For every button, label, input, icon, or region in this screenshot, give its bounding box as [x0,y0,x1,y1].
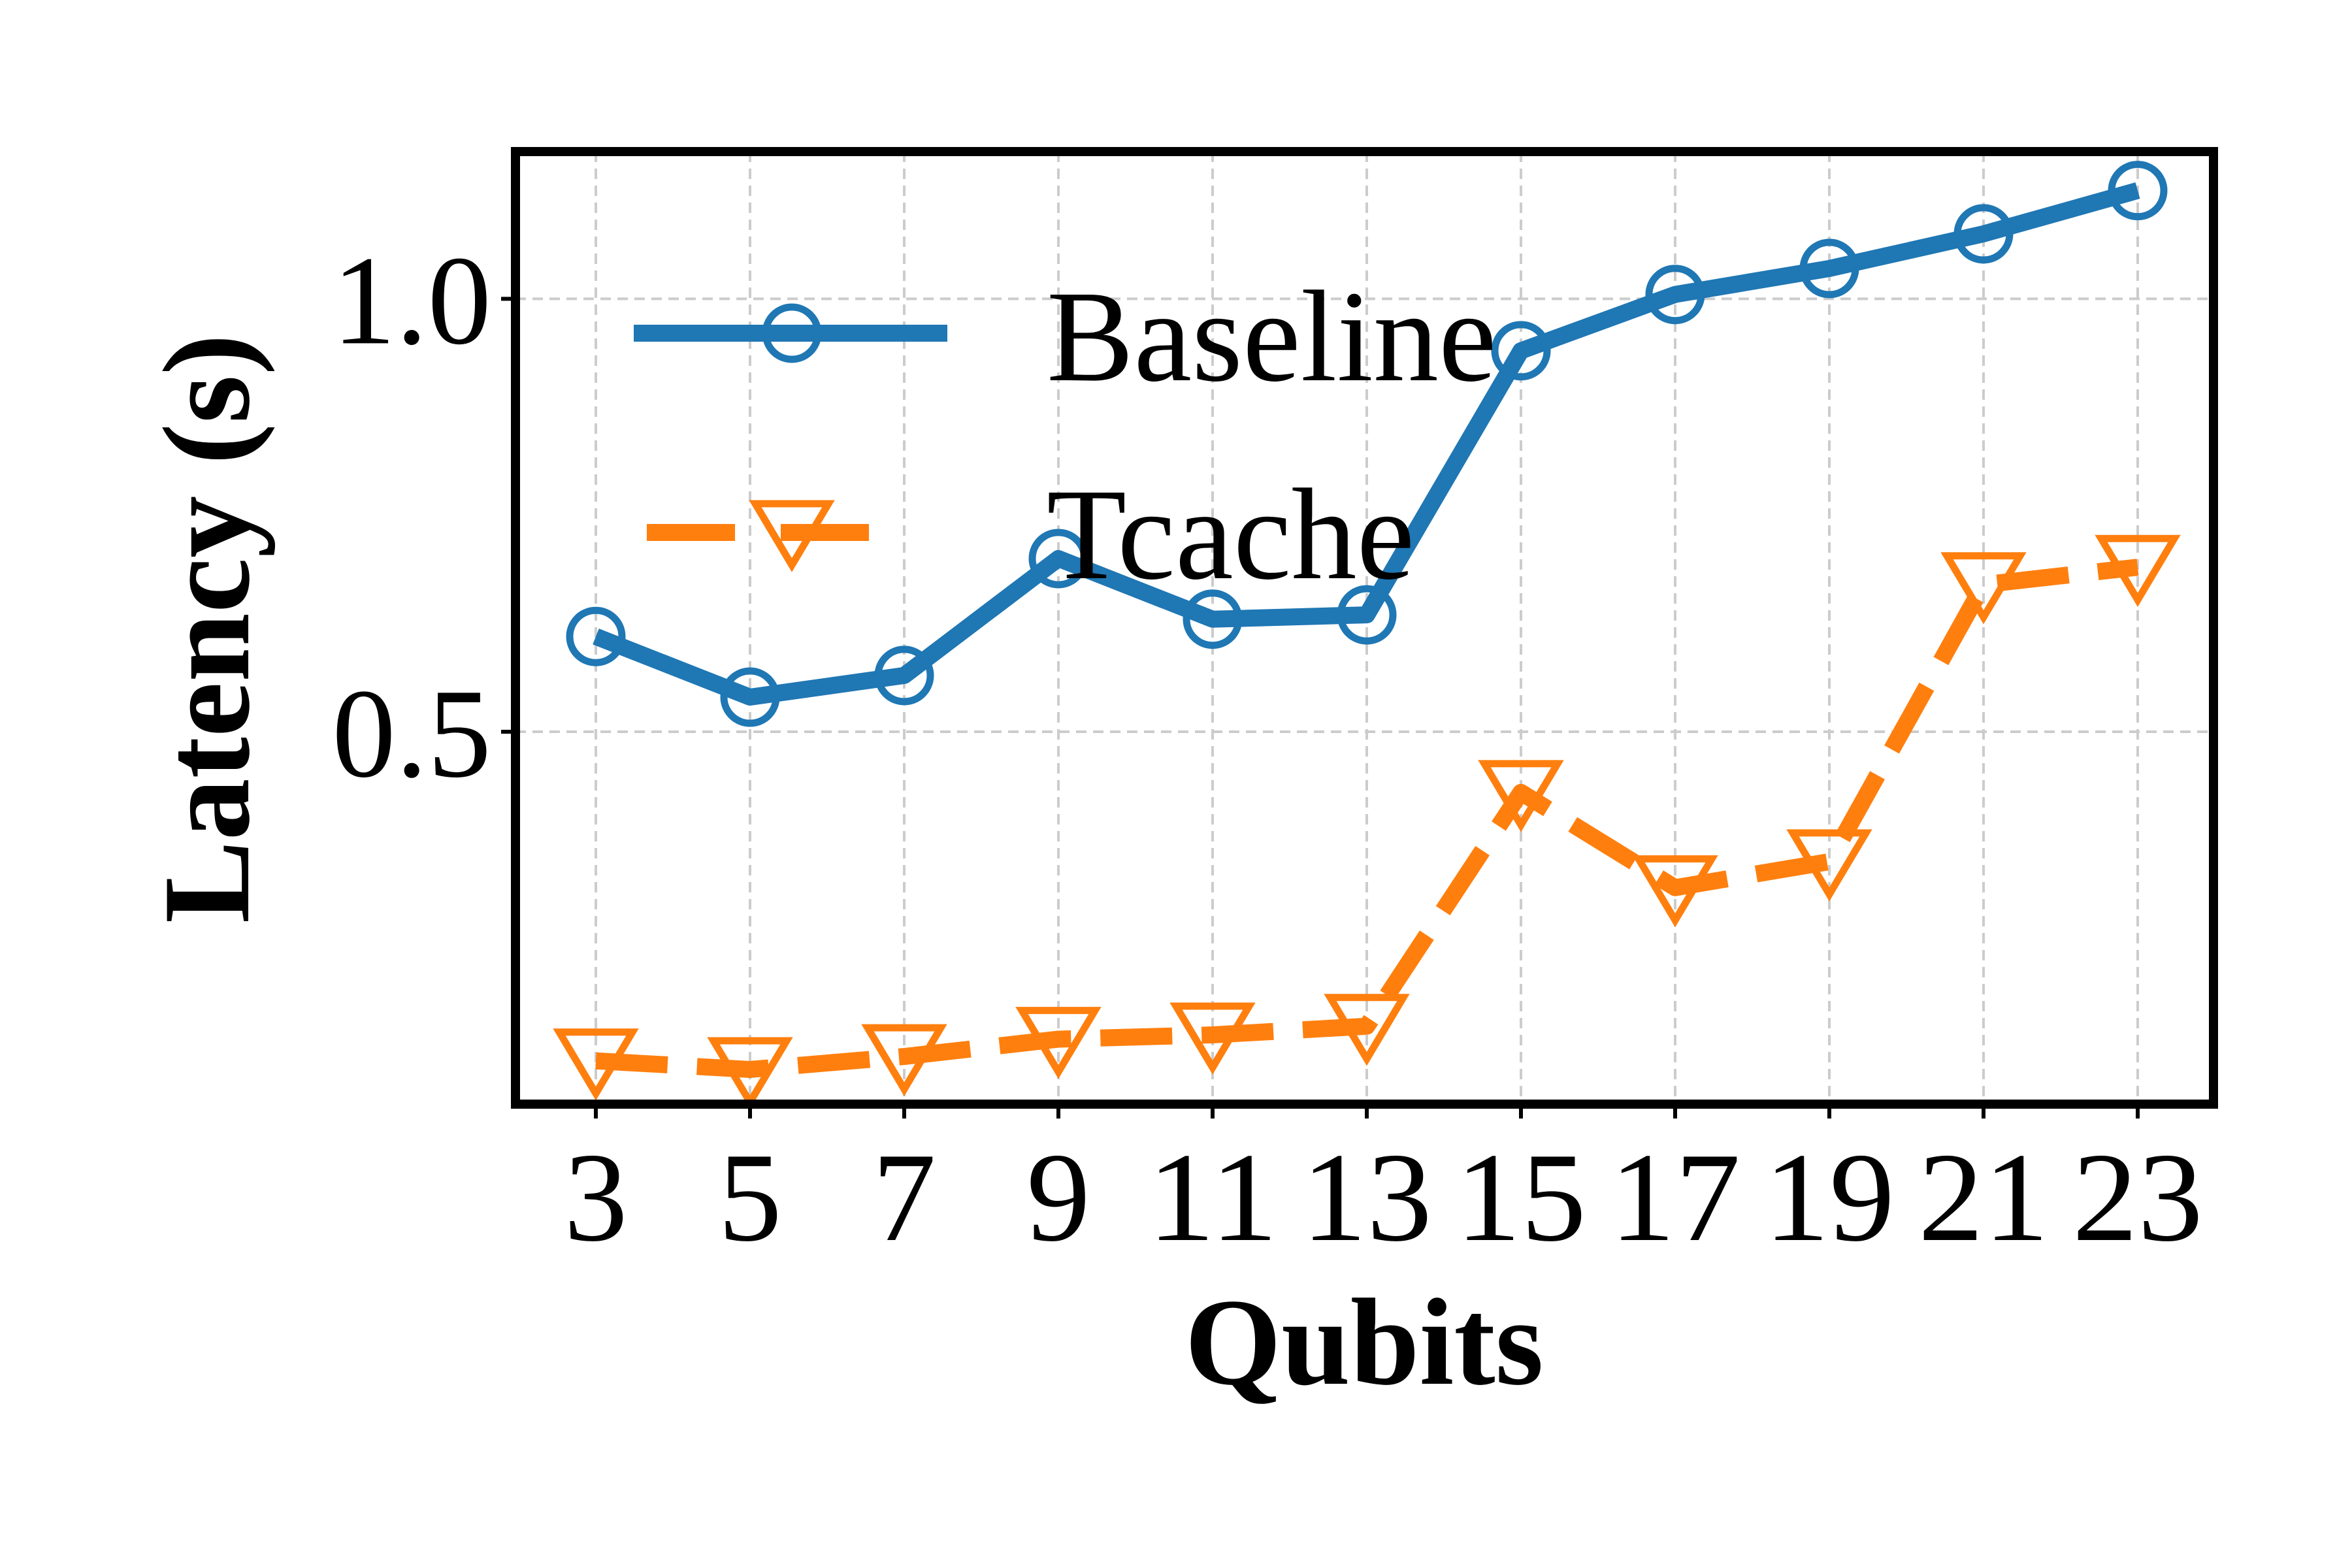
baseline-line [593,182,2140,706]
x-tick-label: 7 [872,1127,936,1268]
ticks: 3 5 7 9 11 13 15 17 19 21 23 0.5 1.0 [332,230,2203,1268]
x-tick-label: 19 [1764,1127,1895,1268]
y-axis-label: Latency (s) [139,334,276,923]
x-axis-label: Qubits [1184,1274,1543,1411]
x-tick-label: 9 [1026,1127,1090,1268]
x-tick-label: 11 [1147,1127,1278,1268]
y-tick-label: 1.0 [332,230,491,371]
baseline-point [1645,265,1705,325]
baseline-series [566,161,2168,727]
legend-label: Tcache [1047,463,1414,607]
x-tick-label: 5 [718,1127,782,1268]
tcache-point [1478,760,1564,832]
legend: Baseline Tcache [634,265,1497,607]
grid [515,152,2213,1104]
baseline-point [1183,589,1243,649]
legend-marker [749,500,835,572]
baseline-point [2108,161,2168,221]
baseline-point [1337,585,1397,645]
tcache-point [553,1028,639,1101]
baseline-point [874,645,934,706]
tcache-point [861,1024,947,1096]
baseline-point [720,667,780,727]
baseline-point [1491,321,1551,381]
tcache-point [1324,994,1410,1066]
legend-item-tcache: Tcache [647,463,1414,607]
x-tick-label: 15 [1456,1127,1586,1268]
x-tick-label: 3 [564,1127,628,1268]
tcache-point [1015,1007,1102,1079]
tcache-line [595,559,2139,1078]
x-tick-label: 17 [1610,1127,1740,1268]
tcache-point [1169,1002,1256,1075]
tcache-point [1632,855,1718,928]
legend-marker [762,303,822,363]
baseline-point [1028,529,1088,589]
baseline-point [1953,204,2014,264]
tcache-series [553,534,2181,1109]
baseline-point [1799,238,1859,299]
tcache-point [2095,534,2181,607]
x-tick-label: 21 [1918,1127,2049,1268]
tcache-point [1786,829,1872,902]
y-tick-label: 0.5 [332,663,491,804]
legend-label: Baseline [1047,265,1497,409]
legend-item-baseline: Baseline [634,265,1497,409]
tcache-point [1940,552,2027,625]
series-area [553,161,2181,1109]
x-tick-label: 13 [1301,1127,1432,1268]
baseline-point [566,606,626,666]
plot-frame [511,147,2218,1109]
x-tick-label: 23 [2072,1127,2203,1268]
tcache-point [707,1037,793,1109]
